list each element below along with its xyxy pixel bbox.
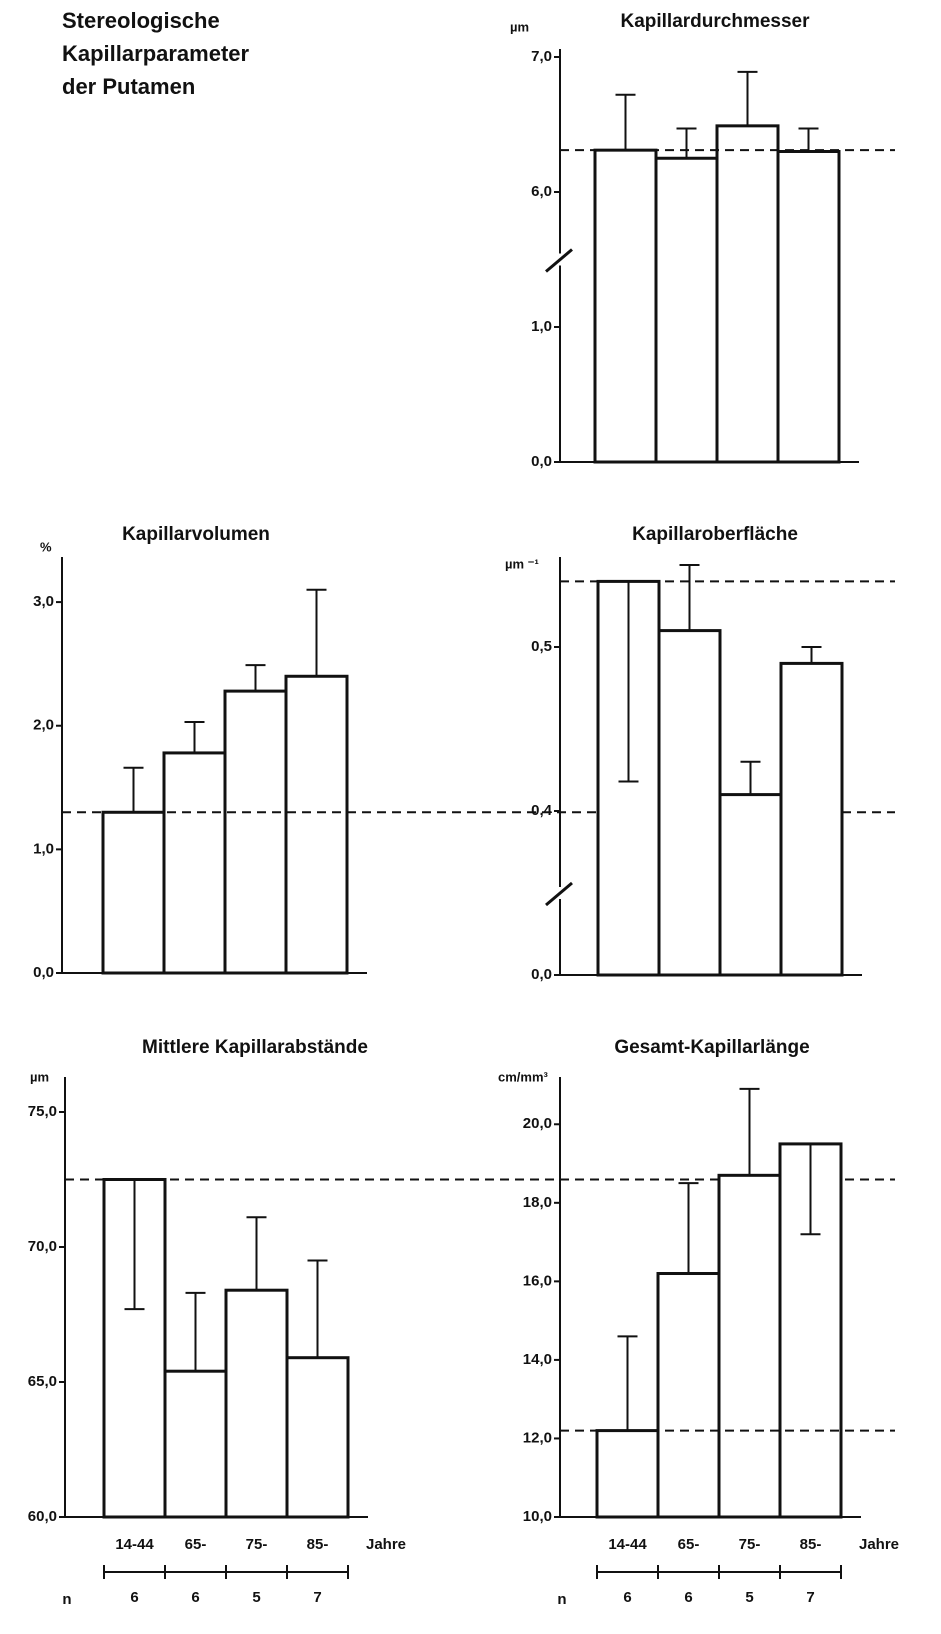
y-tick-label: 0,0	[33, 964, 54, 981]
y-tick-label: 6,0	[531, 183, 552, 200]
n-value: 5	[745, 1589, 753, 1606]
x-tick-label: 75-	[739, 1536, 761, 1553]
y-tick-label: 2,0	[33, 717, 54, 734]
y-axis-label: µm ⁻¹	[505, 556, 539, 571]
x-tick-label: 14-44	[608, 1536, 647, 1553]
n-value: 5	[252, 1589, 260, 1606]
bar	[593, 148, 658, 464]
axis-break	[545, 881, 573, 907]
y-tick-label: 1,0	[531, 318, 552, 335]
n-value: 6	[684, 1589, 692, 1606]
bar	[101, 810, 166, 975]
n-value: 6	[130, 1589, 138, 1606]
bar	[657, 629, 722, 977]
chart-title: Kapillarvolumen	[122, 524, 270, 545]
n-value: 7	[806, 1589, 814, 1606]
x-tick-label: 65-	[185, 1536, 207, 1553]
y-tick-label: 18,0	[523, 1194, 552, 1211]
y-tick-label: 1,0	[33, 840, 54, 857]
y-tick-label: 60,0	[28, 1508, 57, 1525]
x-axis-label: Jahre	[859, 1536, 899, 1553]
x-tick-label: 85-	[307, 1536, 329, 1553]
bar	[776, 150, 841, 464]
axis-break	[545, 248, 573, 273]
x-tick-label: 75-	[246, 1536, 268, 1553]
y-tick-label: 3,0	[33, 593, 54, 610]
bar	[284, 674, 349, 975]
y-tick-label: 10,0	[523, 1508, 552, 1525]
chart-title: Mittlere Kapillarabstände	[142, 1037, 368, 1058]
y-tick-label: 0,4	[531, 802, 553, 819]
y-tick-label: 7,0	[531, 48, 552, 65]
bar	[223, 689, 288, 975]
figure-title: Stereologische Kapillarparameter der Putam…	[62, 8, 250, 99]
n-value: 6	[191, 1589, 199, 1606]
bar	[656, 1272, 721, 1519]
n-value: 7	[313, 1589, 321, 1606]
bar	[654, 156, 719, 464]
y-tick-label: 16,0	[523, 1272, 552, 1289]
y-tick-label: 0,5	[531, 638, 552, 655]
y-axis-label: %	[40, 539, 52, 554]
x-tick-label: 65-	[678, 1536, 700, 1553]
n-value: 6	[623, 1589, 631, 1606]
x-tick-label: 85-	[800, 1536, 822, 1553]
y-tick-label: 65,0	[28, 1373, 57, 1390]
y-tick-label: 0,0	[531, 453, 552, 470]
y-tick-label: 75,0	[28, 1103, 57, 1120]
chart-title: Gesamt-Kapillarlänge	[614, 1037, 809, 1058]
bar	[224, 1288, 289, 1519]
chart-title: Kapillaroberfläche	[632, 524, 798, 545]
y-axis-label: µm	[510, 19, 529, 34]
y-tick-label: 20,0	[523, 1115, 552, 1132]
n-label: n	[557, 1591, 566, 1608]
bar	[715, 124, 780, 464]
x-tick-label: 14-44	[115, 1536, 154, 1553]
y-tick-label: 70,0	[28, 1238, 57, 1255]
bar	[595, 1429, 660, 1519]
chart-title: Kapillardurchmesser	[620, 11, 810, 32]
bar	[162, 751, 227, 975]
bar	[163, 1369, 228, 1519]
bar	[717, 1173, 782, 1519]
y-axis-label: cm/mm³	[498, 1069, 549, 1084]
y-tick-label: 0,0	[531, 966, 552, 983]
y-axis-label: µm	[30, 1069, 49, 1084]
bar	[718, 793, 783, 977]
bar	[779, 661, 844, 977]
bar	[285, 1356, 350, 1519]
n-label: n	[62, 1591, 71, 1608]
y-tick-label: 12,0	[523, 1429, 552, 1446]
y-tick-label: 14,0	[523, 1351, 552, 1368]
x-axis-label: Jahre	[366, 1536, 406, 1553]
